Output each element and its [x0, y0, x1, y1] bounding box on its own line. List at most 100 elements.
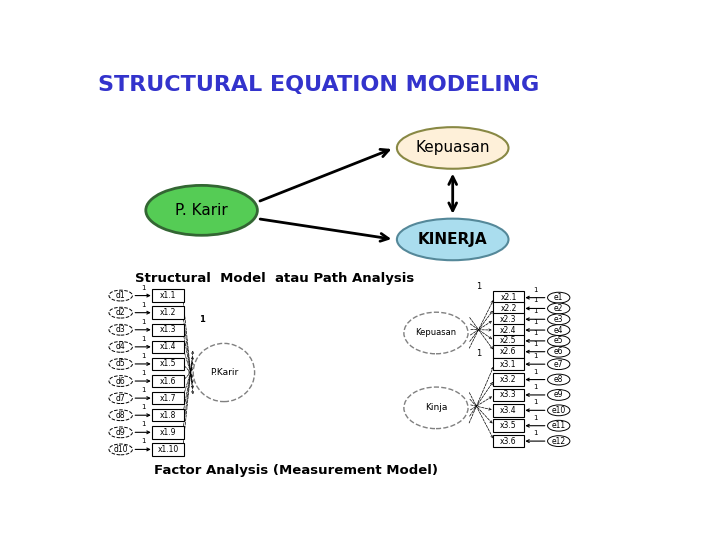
Ellipse shape [109, 444, 132, 455]
Text: e10: e10 [552, 406, 566, 415]
FancyBboxPatch shape [493, 389, 523, 401]
Text: x1.10: x1.10 [158, 445, 179, 454]
Text: 1: 1 [533, 430, 537, 436]
Text: e1: e1 [554, 293, 564, 302]
Text: x1.6: x1.6 [160, 376, 176, 386]
Text: x1.1: x1.1 [160, 291, 176, 300]
Text: 1: 1 [141, 353, 145, 359]
Ellipse shape [548, 374, 570, 385]
FancyBboxPatch shape [153, 323, 184, 336]
FancyBboxPatch shape [493, 420, 523, 432]
FancyBboxPatch shape [153, 289, 184, 302]
Ellipse shape [109, 341, 132, 352]
Text: x3.3: x3.3 [500, 390, 517, 400]
FancyBboxPatch shape [493, 373, 523, 386]
Text: 1: 1 [141, 404, 145, 410]
FancyBboxPatch shape [153, 357, 184, 370]
Ellipse shape [109, 376, 132, 387]
Text: e5: e5 [554, 336, 564, 346]
Text: 1: 1 [477, 349, 482, 358]
Text: d8: d8 [116, 411, 125, 420]
FancyBboxPatch shape [493, 313, 523, 326]
Text: P. Karir: P. Karir [175, 203, 228, 218]
Text: KINERJA: KINERJA [418, 232, 487, 247]
Text: x1.7: x1.7 [160, 394, 176, 403]
Text: 1: 1 [141, 302, 145, 308]
FancyBboxPatch shape [153, 443, 184, 456]
Text: d7: d7 [116, 394, 125, 403]
Text: 1: 1 [141, 370, 145, 376]
Ellipse shape [548, 346, 570, 357]
Text: 1: 1 [141, 285, 145, 291]
Text: Kepuasan: Kepuasan [415, 328, 456, 338]
Ellipse shape [193, 343, 255, 402]
Ellipse shape [548, 303, 570, 314]
Ellipse shape [548, 325, 570, 335]
Text: e6: e6 [554, 347, 564, 356]
Text: P.Karir: P.Karir [210, 368, 238, 377]
Ellipse shape [404, 387, 468, 429]
Text: 1: 1 [533, 353, 537, 359]
Ellipse shape [548, 436, 570, 447]
FancyBboxPatch shape [493, 324, 523, 336]
Ellipse shape [109, 393, 132, 403]
Ellipse shape [397, 127, 508, 168]
Text: 1: 1 [533, 384, 537, 390]
Text: d6: d6 [116, 376, 125, 386]
Text: d2: d2 [116, 308, 125, 317]
Text: 1: 1 [533, 400, 537, 406]
FancyBboxPatch shape [153, 409, 184, 421]
FancyBboxPatch shape [493, 346, 523, 358]
Ellipse shape [548, 292, 570, 303]
Text: d1: d1 [116, 291, 125, 300]
Text: d9: d9 [116, 428, 125, 437]
Text: STRUCTURAL EQUATION MODELING: STRUCTURAL EQUATION MODELING [99, 75, 539, 95]
Text: 1: 1 [533, 308, 537, 314]
Text: e11: e11 [552, 421, 566, 430]
Ellipse shape [548, 359, 570, 369]
Ellipse shape [109, 325, 132, 335]
Text: 1: 1 [533, 319, 537, 325]
Text: 1: 1 [533, 287, 537, 293]
Text: x2.4: x2.4 [500, 326, 517, 335]
Text: 1: 1 [141, 421, 145, 427]
Text: d5: d5 [116, 360, 125, 368]
Text: x3.5: x3.5 [500, 421, 517, 430]
Ellipse shape [145, 185, 258, 235]
Ellipse shape [109, 290, 132, 301]
Text: 1: 1 [141, 336, 145, 342]
Text: e4: e4 [554, 326, 564, 335]
Ellipse shape [548, 335, 570, 346]
Text: x3.4: x3.4 [500, 406, 517, 415]
Text: x2.1: x2.1 [500, 293, 517, 302]
FancyBboxPatch shape [153, 392, 184, 404]
Text: x3.6: x3.6 [500, 437, 517, 445]
Text: x1.9: x1.9 [160, 428, 176, 437]
FancyBboxPatch shape [153, 426, 184, 438]
Text: 1: 1 [141, 387, 145, 393]
Ellipse shape [109, 410, 132, 421]
Text: x1.8: x1.8 [160, 411, 176, 420]
FancyBboxPatch shape [493, 404, 523, 416]
Text: x3.1: x3.1 [500, 360, 517, 369]
Ellipse shape [109, 307, 132, 318]
Text: e2: e2 [554, 304, 564, 313]
Text: 1: 1 [533, 330, 537, 336]
Ellipse shape [548, 405, 570, 416]
Text: d10: d10 [114, 445, 128, 454]
Text: d4: d4 [116, 342, 125, 352]
FancyBboxPatch shape [493, 335, 523, 347]
Ellipse shape [548, 389, 570, 400]
Text: d3: d3 [116, 325, 125, 334]
FancyBboxPatch shape [493, 302, 523, 315]
Ellipse shape [548, 420, 570, 431]
FancyBboxPatch shape [153, 375, 184, 387]
Text: x1.2: x1.2 [160, 308, 176, 317]
Text: e9: e9 [554, 390, 564, 400]
Text: x2.5: x2.5 [500, 336, 517, 346]
FancyBboxPatch shape [493, 435, 523, 447]
Text: 1: 1 [533, 341, 537, 347]
FancyBboxPatch shape [493, 292, 523, 304]
Text: x1.5: x1.5 [160, 360, 176, 368]
Text: x3.2: x3.2 [500, 375, 517, 384]
